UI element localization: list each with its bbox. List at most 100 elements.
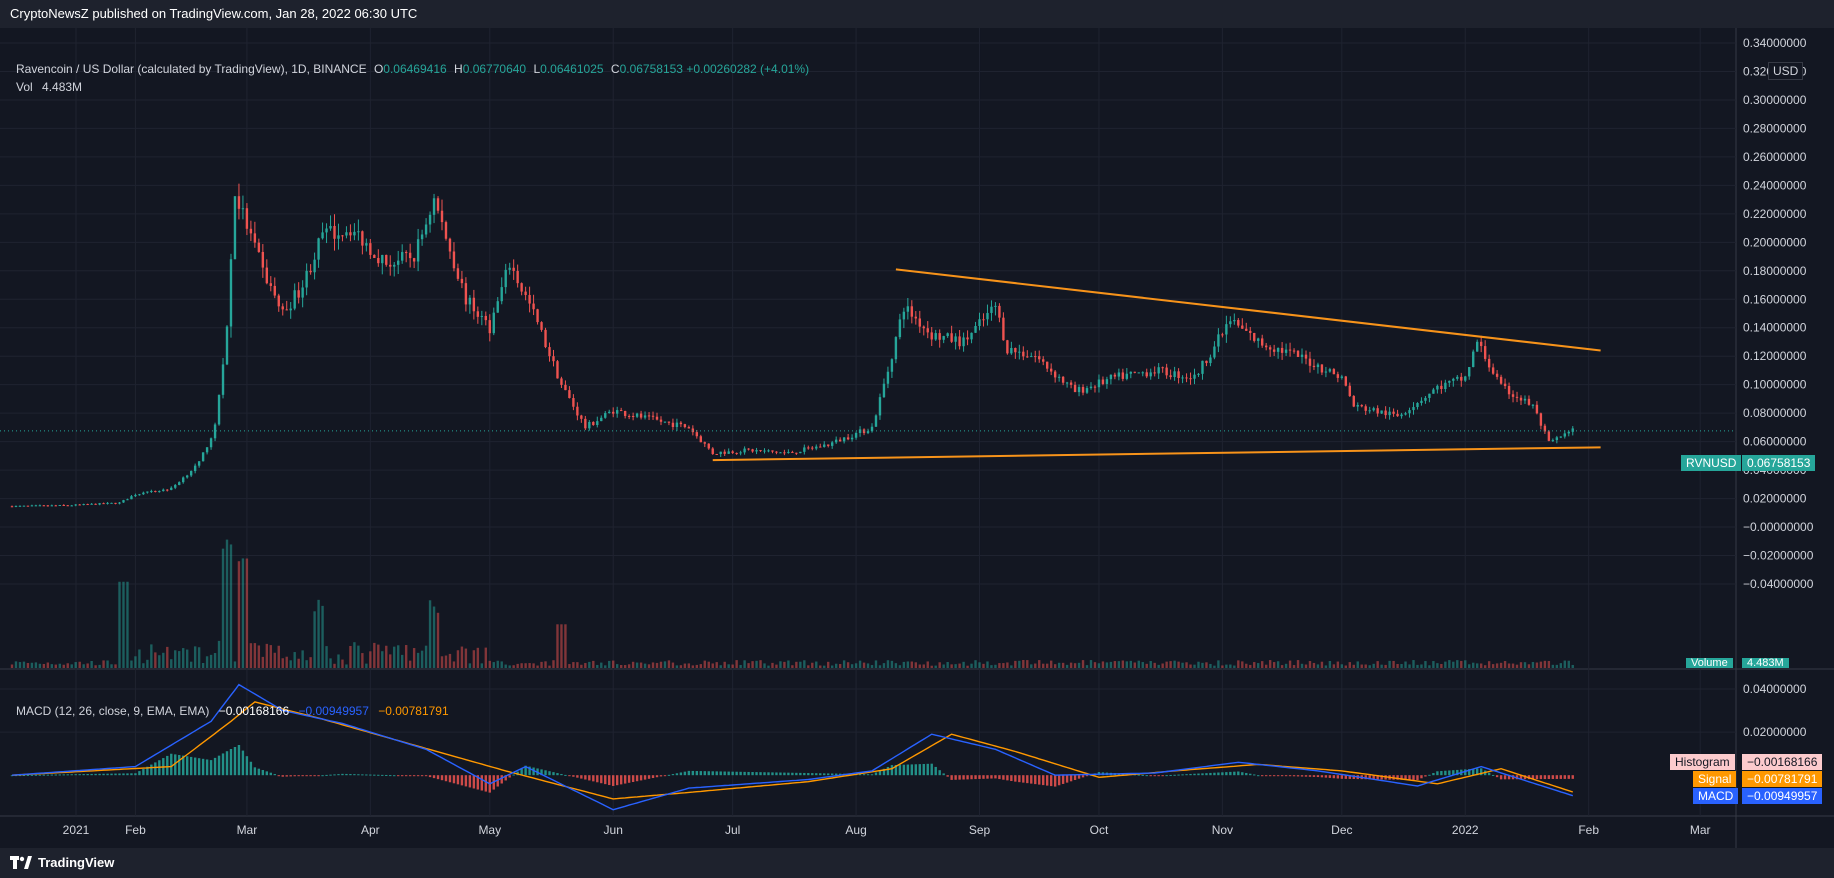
candle-body bbox=[50, 505, 54, 507]
volume-bar bbox=[205, 656, 209, 668]
volume-bar bbox=[432, 606, 436, 668]
volume-bar bbox=[1077, 662, 1081, 668]
macd-histogram-bar bbox=[894, 764, 898, 776]
volume-bar bbox=[46, 662, 50, 668]
volume-bar bbox=[329, 658, 332, 668]
macd-histogram-bar bbox=[596, 775, 599, 783]
price-chart[interactable]: 0.340000000.320000000.300000000.28000000… bbox=[0, 28, 1834, 848]
volume-bar bbox=[994, 664, 997, 668]
volume-bar bbox=[671, 662, 675, 668]
volume-bar bbox=[1392, 660, 1395, 668]
volume-bar bbox=[1121, 660, 1125, 668]
candle-body bbox=[26, 505, 30, 507]
candle-body bbox=[1010, 347, 1013, 354]
macd-histogram-bar bbox=[946, 775, 949, 777]
macd-histogram-bar bbox=[38, 774, 42, 776]
volume-bar bbox=[233, 661, 237, 668]
candle-body bbox=[1468, 367, 1471, 377]
candle-body bbox=[142, 492, 145, 495]
macd-tick-label: 0.04000000 bbox=[1743, 682, 1807, 696]
candle-body bbox=[659, 419, 663, 422]
macd-histogram-bar bbox=[377, 774, 380, 776]
macd-histogram-bar bbox=[588, 775, 591, 781]
macd-histogram-bar bbox=[400, 775, 404, 777]
volume-bar bbox=[775, 664, 778, 668]
candle-body bbox=[1109, 374, 1113, 380]
candle-body bbox=[1280, 347, 1284, 353]
candle-body bbox=[679, 422, 683, 425]
macd-histogram-bar bbox=[675, 773, 679, 776]
macd-histogram-bar bbox=[424, 775, 428, 777]
macd-histogram-bar bbox=[1189, 773, 1192, 776]
volume-bar bbox=[1404, 661, 1407, 668]
candle-body bbox=[54, 505, 57, 507]
tradingview-logo[interactable]: TradingView bbox=[10, 848, 114, 878]
macd-histogram-bar bbox=[1300, 775, 1304, 777]
candle-body bbox=[1257, 338, 1260, 341]
macd-histogram-bar bbox=[592, 775, 595, 782]
candle-body bbox=[1404, 413, 1407, 415]
volume-bar bbox=[134, 656, 137, 668]
volume-bar bbox=[1448, 660, 1451, 668]
volume-bar bbox=[1038, 660, 1041, 668]
volume-bar bbox=[862, 662, 866, 668]
currency-button[interactable]: USD bbox=[1768, 62, 1804, 80]
candle-body bbox=[185, 475, 189, 478]
macd-histogram-bar bbox=[830, 773, 834, 776]
volume-bar bbox=[966, 665, 969, 668]
macd-histogram-bar bbox=[711, 771, 714, 776]
candle-body bbox=[90, 503, 93, 505]
candle-body bbox=[1284, 349, 1288, 353]
candle-body bbox=[1189, 378, 1192, 380]
volume-bar bbox=[460, 646, 464, 668]
macd-histogram-bar bbox=[337, 774, 340, 776]
macd-histogram-bar bbox=[1507, 775, 1511, 780]
macd-histogram-bar bbox=[934, 766, 937, 776]
time-tick-label: 2021 bbox=[63, 823, 90, 837]
candle-body bbox=[1038, 356, 1041, 360]
macd-histogram-bar bbox=[671, 774, 675, 776]
volume-bar bbox=[241, 558, 245, 668]
macd-histogram-bar bbox=[926, 763, 929, 776]
candle-body bbox=[265, 267, 269, 284]
volume-bar bbox=[858, 660, 862, 668]
candle-body bbox=[1101, 379, 1105, 384]
volume-bar bbox=[197, 647, 201, 668]
volume-bar bbox=[1356, 661, 1359, 668]
candle-body bbox=[1304, 354, 1308, 359]
volume-bar bbox=[373, 642, 376, 668]
macd-histogram-bar bbox=[1038, 775, 1041, 785]
volume-bar bbox=[767, 665, 770, 668]
macd-histogram-bar bbox=[261, 770, 265, 776]
volume-bar bbox=[193, 646, 197, 668]
candle-body bbox=[118, 502, 121, 504]
macd-histogram-bar bbox=[858, 774, 862, 776]
volume-bar bbox=[1081, 660, 1085, 668]
candle-body bbox=[930, 332, 933, 340]
macd-histogram-bar bbox=[576, 775, 579, 778]
candle-body bbox=[1089, 386, 1093, 389]
volume-bar bbox=[771, 662, 774, 668]
volume-bar bbox=[464, 648, 468, 668]
macd-histogram-bar bbox=[504, 775, 507, 781]
candle-body bbox=[58, 505, 61, 507]
macd-histogram-bar bbox=[838, 773, 842, 776]
macd-histogram-bar bbox=[604, 775, 607, 785]
volume-bar bbox=[420, 650, 424, 668]
time-tick-label: Apr bbox=[361, 823, 380, 837]
volume-bar bbox=[846, 662, 850, 668]
macd-histogram-bar bbox=[560, 773, 563, 776]
candle-body bbox=[1348, 385, 1351, 397]
macd-histogram-bar bbox=[1161, 775, 1164, 777]
macd-histogram-bar bbox=[787, 772, 790, 776]
candle-body bbox=[1487, 358, 1491, 368]
change-value: +0.00260282 (+4.01%) bbox=[686, 62, 810, 76]
macd-histogram-bar bbox=[966, 775, 969, 780]
volume-bar bbox=[576, 662, 579, 668]
candle-body bbox=[544, 329, 547, 348]
macd-histogram-bar bbox=[1284, 775, 1288, 777]
chart-area[interactable]: 0.340000000.320000000.300000000.28000000… bbox=[0, 28, 1834, 848]
candle-body bbox=[150, 490, 153, 492]
candle-body bbox=[1316, 364, 1320, 368]
macd-histogram-bar bbox=[1555, 775, 1559, 779]
